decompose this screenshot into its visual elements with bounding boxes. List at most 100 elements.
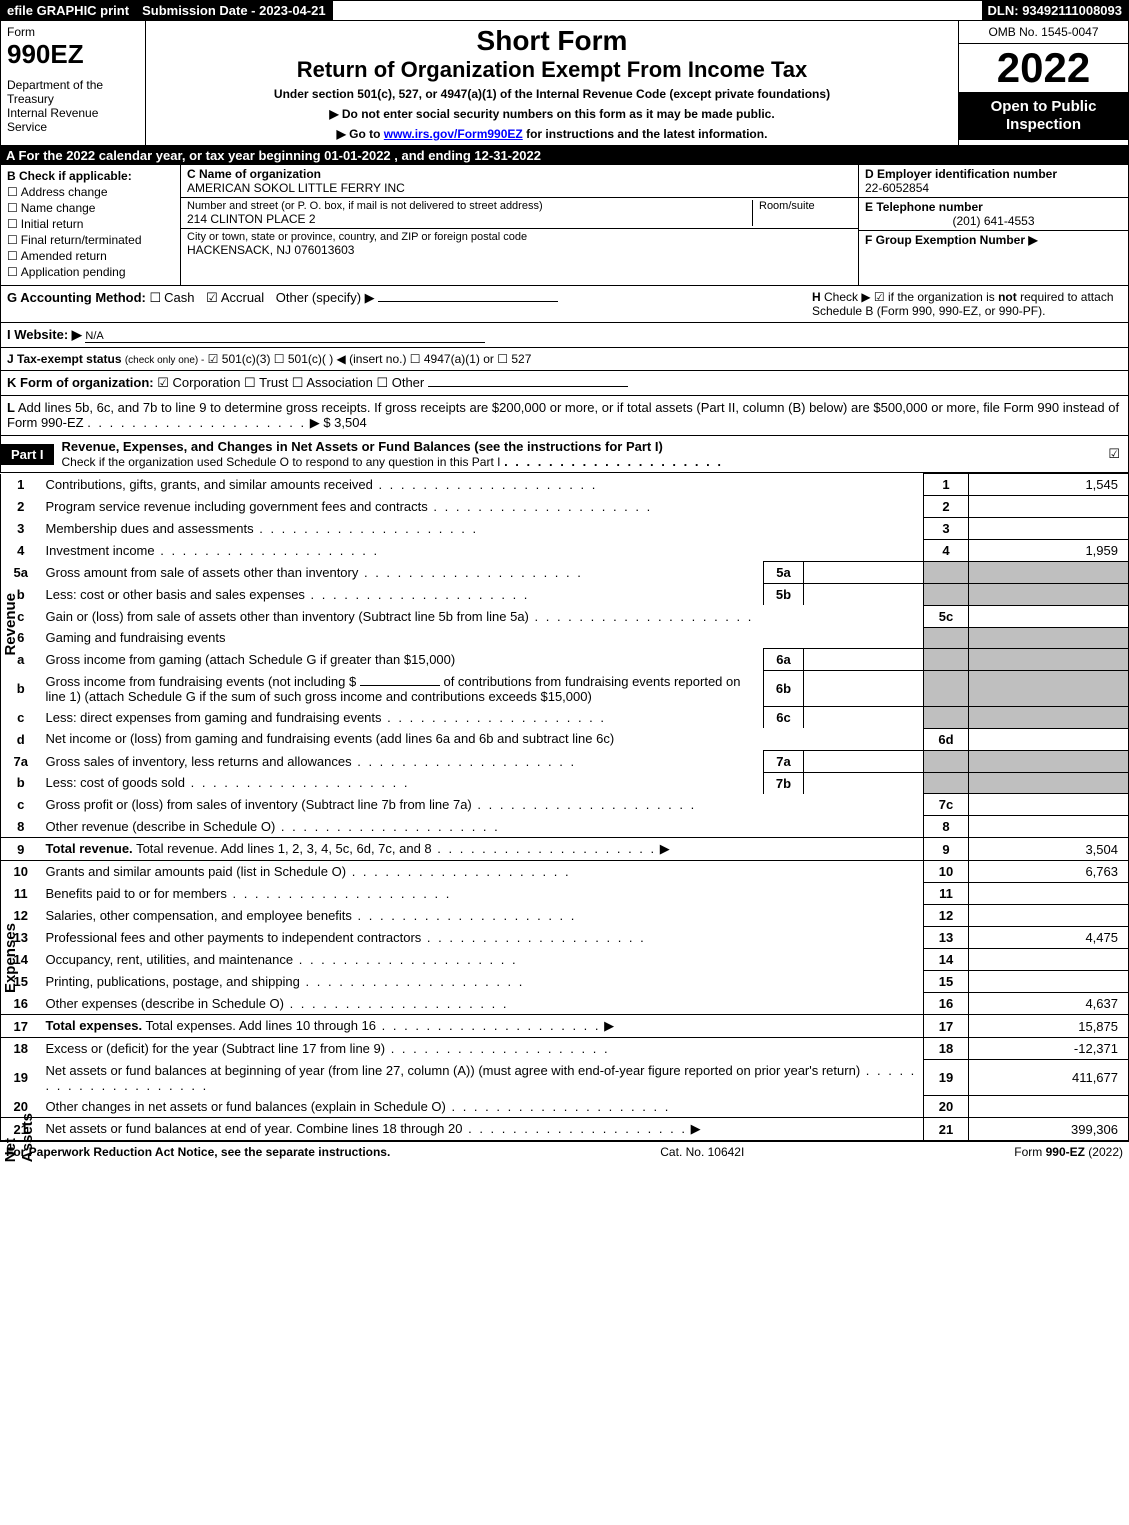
l-label: L [7, 400, 15, 415]
line-6b-blank[interactable] [360, 685, 440, 686]
city-label: City or town, state or province, country… [187, 231, 852, 243]
side-label-expenses: Expenses [2, 923, 19, 993]
line-9: 9 Total revenue. Total revenue. Add line… [1, 838, 1129, 861]
line-21: 21 Net assets or fund balances at end of… [1, 1118, 1129, 1141]
part-1-title: Revenue, Expenses, and Changes in Net As… [54, 436, 1101, 472]
line-5b: b Less: cost or other basis and sales ex… [1, 584, 1129, 606]
line-1-rnum: 1 [924, 474, 969, 496]
check-address-change[interactable]: Address change [7, 185, 174, 199]
lines-wrapper: Revenue Expenses Net Assets 1 Contributi… [0, 473, 1129, 1141]
addr-row: Number and street (or P. O. box, if mail… [181, 198, 858, 229]
addr-label: Number and street (or P. O. box, if mail… [187, 200, 752, 212]
line-7b: b Less: cost of goods sold 7b [1, 772, 1129, 794]
g-label: G Accounting Method: [7, 290, 146, 305]
other-specify: Other (specify) ▶ [276, 290, 375, 305]
part-1-table: 1 Contributions, gifts, grants, and simi… [0, 473, 1129, 1141]
check-initial-return[interactable]: Initial return [7, 217, 174, 231]
row-j-tax-exempt: J Tax-exempt status (check only one) - ☑… [0, 348, 1129, 371]
check-application-pending[interactable]: Application pending [7, 265, 174, 279]
i-label: I Website: ▶ [7, 327, 82, 342]
header-left: Form 990EZ Department of the Treasury In… [1, 21, 146, 145]
col-c-org-info: C Name of organization AMERICAN SOKOL LI… [181, 165, 858, 285]
line-1-desc: Contributions, gifts, grants, and simila… [46, 477, 373, 492]
part-1-tab: Part I [1, 444, 54, 465]
line-3: 3 Membership dues and assessments 3 [1, 518, 1129, 540]
col-b-check-applicable: B Check if applicable: Address change Na… [1, 165, 181, 285]
line-11: 11 Benefits paid to or for members 11 [1, 883, 1129, 905]
line-13: 13 Professional fees and other payments … [1, 927, 1129, 949]
group-exemption-row: F Group Exemption Number ▶ [859, 231, 1128, 249]
row-i-website: I Website: ▶ N/A [0, 323, 1129, 348]
row-l-gross-receipts: L Add lines 5b, 6c, and 7b to line 9 to … [0, 396, 1129, 436]
check-amended-return[interactable]: Amended return [7, 249, 174, 263]
l-amount: ▶ $ 3,504 [310, 415, 367, 430]
line-16: 16 Other expenses (describe in Schedule … [1, 993, 1129, 1015]
org-name-row: C Name of organization AMERICAN SOKOL LI… [181, 165, 858, 198]
footer-cat-no: Cat. No. 10642I [660, 1145, 744, 1159]
accounting-method: G Accounting Method: Cash Accrual Other … [7, 290, 812, 318]
line-4: 4 Investment income 4 1,959 [1, 540, 1129, 562]
irs-link[interactable]: www.irs.gov/Form990EZ [384, 127, 523, 141]
h-section: H Check ▶ ☑ if the organization is not r… [812, 290, 1122, 318]
section-a-label: A [6, 148, 15, 163]
submission-date: Submission Date - 2023-04-21 [136, 1, 333, 20]
line-19: 19 Net assets or fund balances at beginn… [1, 1060, 1129, 1096]
efile-print[interactable]: efile GRAPHIC print [1, 1, 136, 20]
line-6b: b Gross income from fundraising events (… [1, 671, 1129, 707]
check-cash[interactable] [150, 290, 165, 305]
header-center: Short Form Return of Organization Exempt… [146, 21, 958, 145]
col-d-ein-tel: D Employer identification number 22-6052… [858, 165, 1128, 285]
warning-ssn: ▶ Do not enter social security numbers o… [154, 107, 950, 121]
j-options[interactable]: ☑ 501(c)(3) ☐ 501(c)( ) ◀ (insert no.) ☐… [208, 352, 532, 366]
line-6: 6 Gaming and fundraising events [1, 627, 1129, 649]
group-exemption-label: F Group Exemption Number ▶ [865, 233, 1122, 247]
part-1-checkbox[interactable]: ☑ [1100, 443, 1128, 465]
k-label: K Form of organization: [7, 375, 154, 390]
dept-line1: Department of the Treasury [7, 78, 139, 106]
section-a-text: For the 2022 calendar year, or tax year … [19, 148, 541, 163]
line-8: 8 Other revenue (describe in Schedule O)… [1, 816, 1129, 838]
line-6a: a Gross income from gaming (attach Sched… [1, 649, 1129, 671]
ein-label: D Employer identification number [865, 167, 1122, 181]
other-specify-line[interactable] [378, 301, 558, 302]
part-1-header: Part I Revenue, Expenses, and Changes in… [0, 436, 1129, 473]
h-label: H [812, 290, 821, 304]
title-short-form: Short Form [154, 25, 950, 57]
k-options[interactable]: ☑ Corporation ☐ Trust ☐ Association ☐ Ot… [157, 375, 424, 390]
line-17: 17 Total expenses. Total expenses. Add l… [1, 1015, 1129, 1038]
line-20: 20 Other changes in net assets or fund b… [1, 1096, 1129, 1118]
side-label-revenue: Revenue [2, 593, 19, 656]
section-a-bar: A For the 2022 calendar year, or tax yea… [0, 146, 1129, 165]
tax-year: 2022 [959, 44, 1128, 92]
goto-pre: ▶ Go to [337, 127, 384, 141]
accrual-label: Accrual [221, 290, 264, 305]
omb-number: OMB No. 1545-0047 [959, 21, 1128, 44]
title-return: Return of Organization Exempt From Incom… [154, 57, 950, 83]
city-value: HACKENSACK, NJ 076013603 [187, 243, 852, 257]
tel-label: E Telephone number [865, 200, 1122, 214]
goto-post: for instructions and the latest informat… [526, 127, 767, 141]
form-number: 990EZ [7, 39, 139, 70]
line-6c: c Less: direct expenses from gaming and … [1, 707, 1129, 729]
cash-label: Cash [164, 290, 194, 305]
open-to-public: Open to Public Inspection [959, 92, 1128, 140]
line-7c: c Gross profit or (loss) from sales of i… [1, 794, 1129, 816]
form-label: Form [7, 25, 139, 39]
addr-value: 214 CLINTON PLACE 2 [187, 212, 752, 226]
line-2: 2 Program service revenue including gove… [1, 496, 1129, 518]
col-b-header: B Check if applicable: [7, 169, 174, 183]
org-name-value: AMERICAN SOKOL LITTLE FERRY INC [187, 181, 852, 195]
h-not: not [998, 290, 1017, 304]
check-name-change[interactable]: Name change [7, 201, 174, 215]
dept-line2: Internal Revenue Service [7, 106, 139, 134]
goto-line: ▶ Go to www.irs.gov/Form990EZ for instru… [154, 127, 950, 141]
k-other-line[interactable] [428, 386, 628, 387]
tel-value: (201) 641-4553 [865, 214, 1122, 228]
line-1: 1 Contributions, gifts, grants, and simi… [1, 474, 1129, 496]
website-value: N/A [85, 330, 485, 343]
check-accrual[interactable] [206, 290, 221, 305]
city-row: City or town, state or province, country… [181, 229, 858, 259]
line-14: 14 Occupancy, rent, utilities, and maint… [1, 949, 1129, 971]
check-final-return[interactable]: Final return/terminated [7, 233, 174, 247]
line-7a: 7a Gross sales of inventory, less return… [1, 750, 1129, 772]
